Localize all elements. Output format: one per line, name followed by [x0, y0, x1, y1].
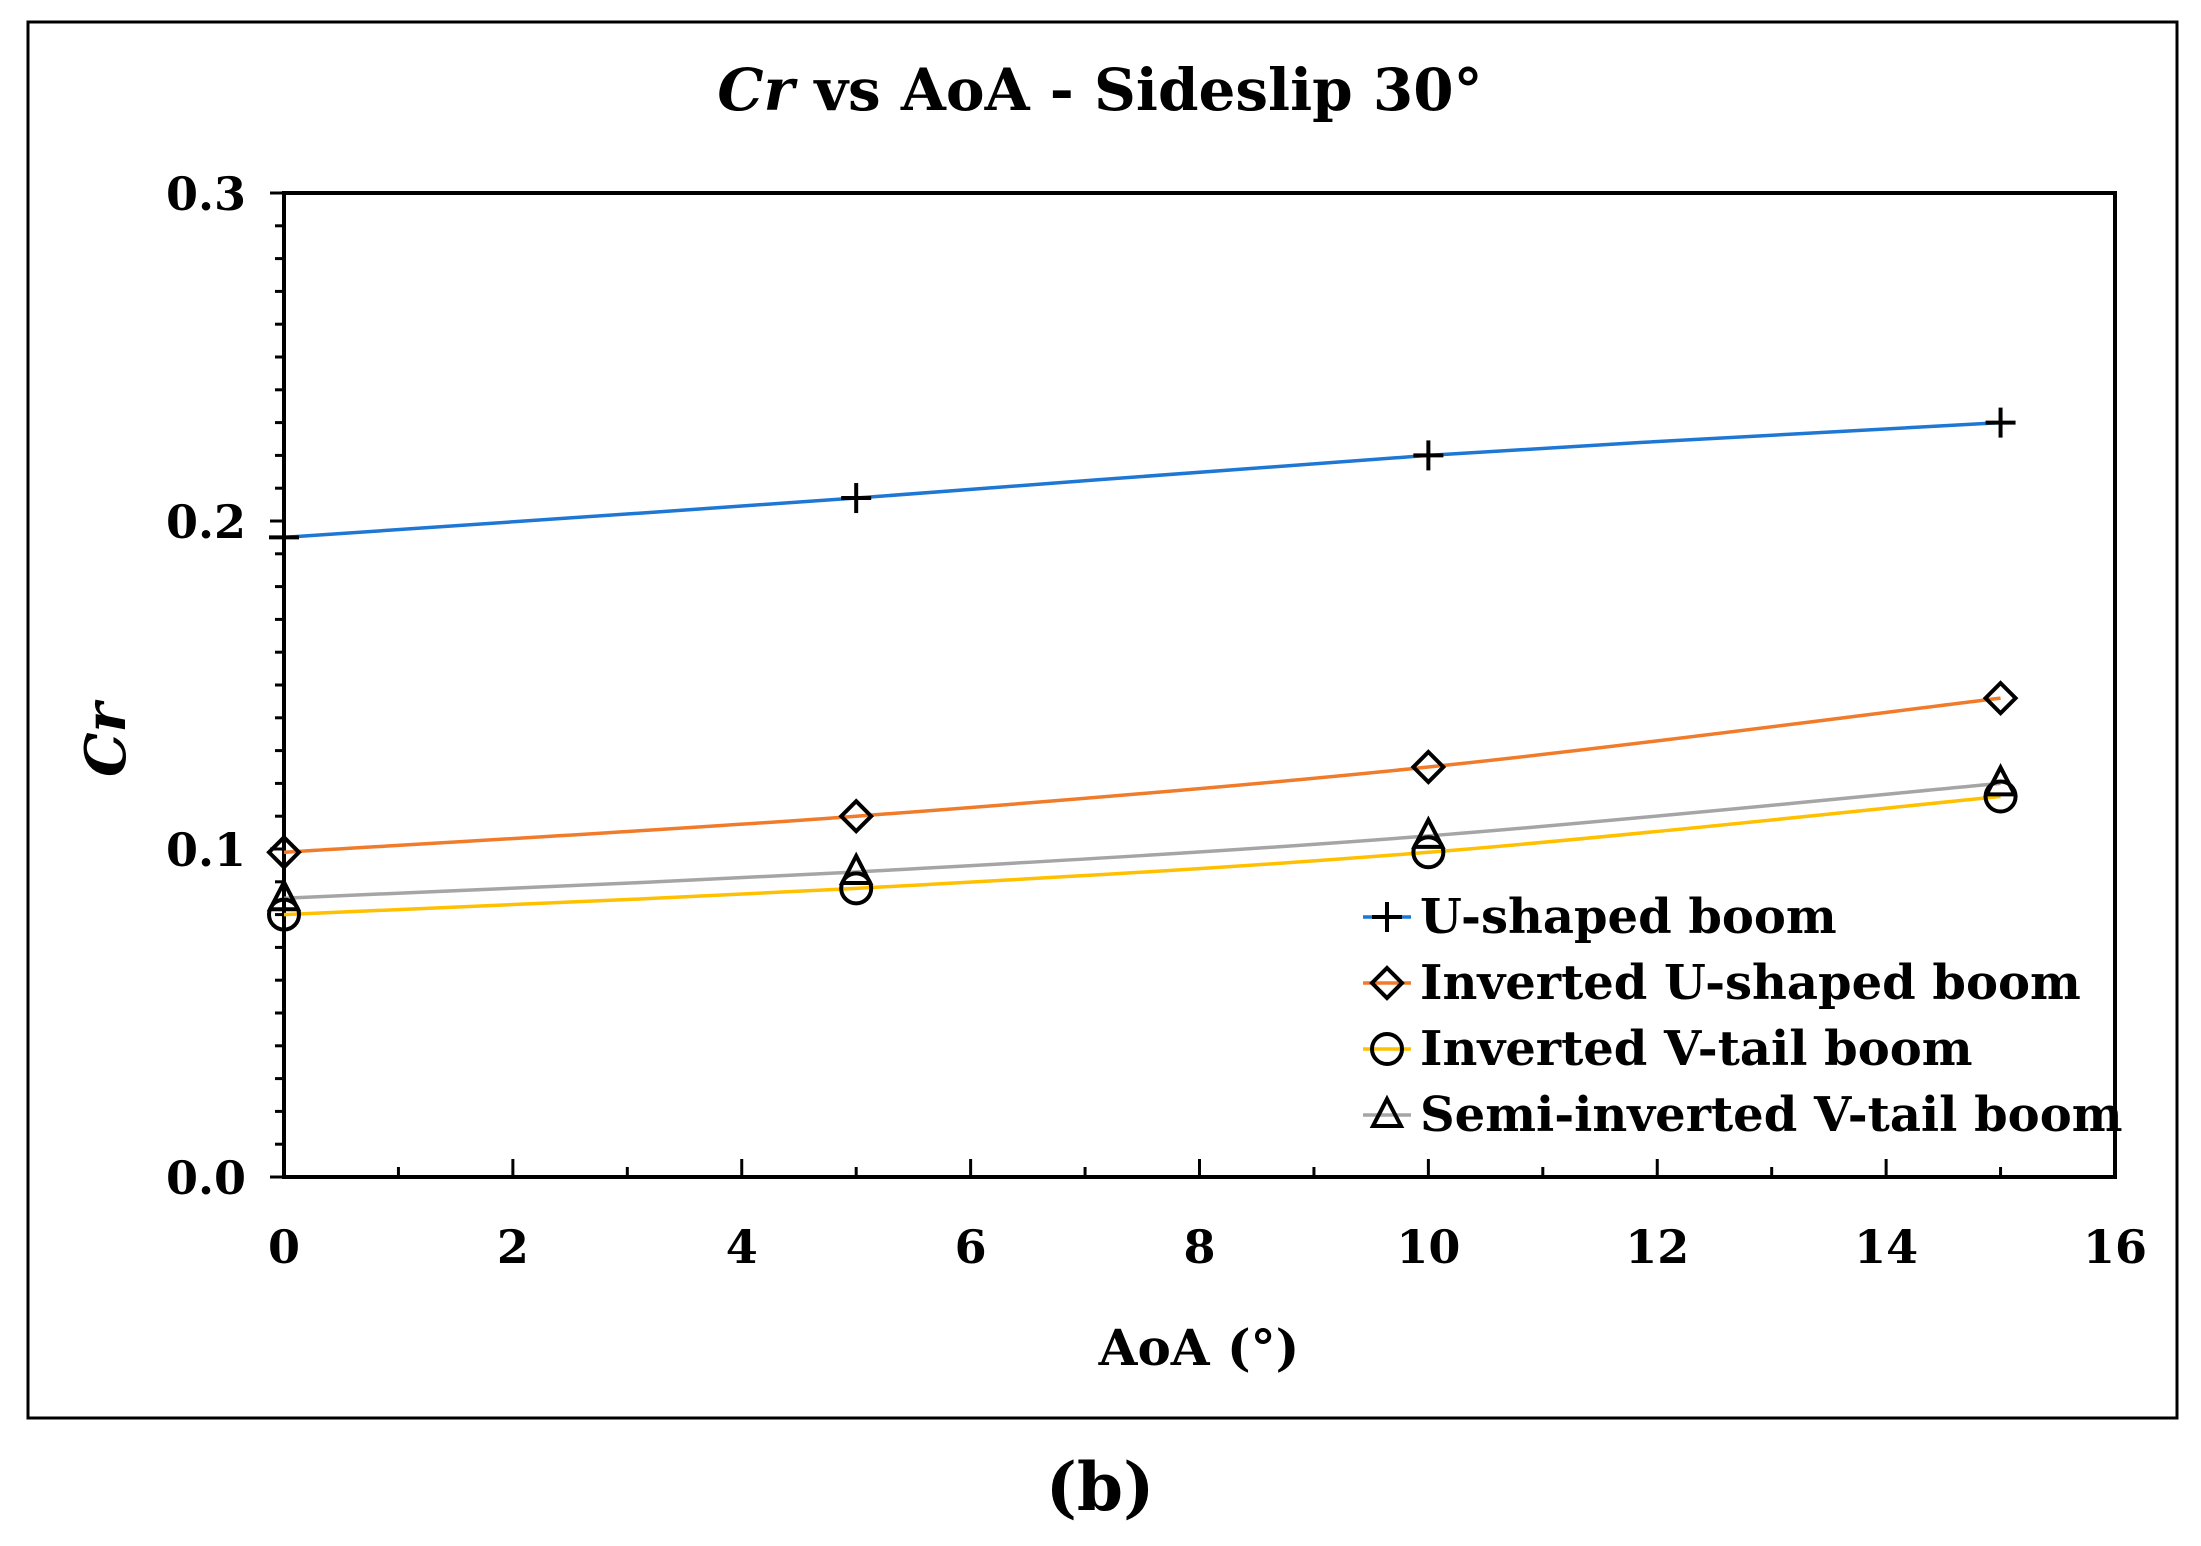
- x-axis-label: AoA (°): [1098, 1318, 1300, 1377]
- series-line-2: [283, 696, 2001, 855]
- data-point-series-3: [839, 871, 874, 906]
- legend: U-shaped boom Inverted U-shaped boom Inver…: [1363, 889, 2123, 1143]
- x-tick-label: 10: [1396, 1220, 1460, 1274]
- y-tick-label: 0.2: [166, 495, 246, 549]
- data-point-series-4: [1411, 815, 1446, 849]
- data-point-series-2: [266, 834, 302, 871]
- legend-item: U-shaped boom: [1363, 889, 1837, 945]
- legend-item: Inverted U-shaped boom: [1363, 955, 2081, 1011]
- series-line-4: [283, 781, 2001, 900]
- data-point-series-2: [1410, 749, 1447, 785]
- legend-label: Inverted U-shaped boom: [1420, 955, 2081, 1011]
- data-point-series-1: [841, 483, 872, 514]
- data-point-series-1: [269, 522, 299, 553]
- panel-label: (b): [1046, 1448, 1155, 1526]
- x-tick-label: 16: [2083, 1220, 2147, 1274]
- data-point-series-3: [1983, 779, 2018, 814]
- legend-label: Semi-inverted V-tail boom: [1420, 1087, 2123, 1143]
- chart-title-rest: vs AoA - Sideslip 30°: [794, 56, 1482, 124]
- chart-frame: [26, 20, 2179, 1420]
- x-tick-label: 4: [726, 1220, 758, 1274]
- legend-item: Inverted V-tail boom: [1363, 1021, 1973, 1077]
- legend-item: Semi-inverted V-tail boom: [1363, 1087, 2123, 1143]
- y-tick-label: 0.1: [166, 823, 246, 877]
- series-line-1: [283, 420, 2001, 540]
- data-point-series-3: [267, 897, 301, 932]
- x-axis-ticks: 0 2 4 6 8 10 12 14 16: [268, 1159, 2147, 1274]
- y-tick-label: 0.3: [166, 167, 246, 221]
- x-tick-label: 8: [1183, 1220, 1215, 1274]
- data-point-series-2: [1982, 680, 2019, 716]
- data-point-series-2: [838, 798, 875, 835]
- data-point-series-1: [1985, 407, 2016, 438]
- data-point-series-3: [1411, 835, 1446, 870]
- series-line-3: [283, 794, 2001, 917]
- legend-marker: [1370, 1032, 1404, 1066]
- legend-marker: [1372, 902, 1402, 932]
- data-point-series-4: [838, 851, 874, 885]
- legend-label: U-shaped boom: [1420, 889, 1837, 945]
- y-axis-ticks: 0.0 0.1 0.2 0.3: [166, 167, 284, 1205]
- series-markers: [266, 407, 2019, 932]
- data-point-series-4: [266, 877, 302, 912]
- legend-marker: [1369, 1094, 1405, 1128]
- x-tick-label: 14: [1854, 1220, 1918, 1274]
- series-lines: [283, 420, 2001, 917]
- x-tick-label: 12: [1625, 1220, 1689, 1274]
- x-tick-label: 0: [268, 1220, 300, 1274]
- data-point-series-4: [1983, 763, 2018, 797]
- y-axis-label: Cr: [73, 699, 139, 777]
- chart-title: Cr vs AoA - Sideslip 30°: [717, 56, 1482, 124]
- x-tick-label: 2: [497, 1220, 529, 1274]
- legend-label: Inverted V-tail boom: [1420, 1021, 1973, 1077]
- legend-marker: [1369, 965, 1405, 1001]
- chart-title-italic: Cr: [717, 56, 798, 124]
- x-tick-label: 6: [955, 1220, 987, 1274]
- data-point-series-1: [1413, 440, 1444, 471]
- y-tick-label: 0.0: [166, 1151, 246, 1205]
